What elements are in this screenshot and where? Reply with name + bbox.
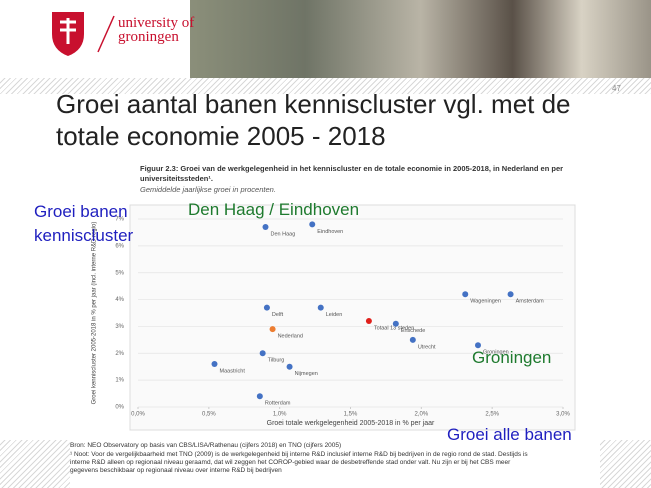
y-axis-label: Groei kenniscluster 2005-2018 in % per j… <box>92 222 98 405</box>
x-axis-label: Groei totale werkgelegenheid 2005-2018 i… <box>267 420 435 427</box>
point <box>269 326 276 333</box>
point <box>475 342 481 349</box>
point-label: Delft <box>272 312 284 318</box>
x-tick-label: 2,5% <box>485 412 499 418</box>
y-tick-label: 4% <box>115 297 124 303</box>
point-label: Leiden <box>326 312 343 318</box>
point <box>256 393 263 400</box>
point <box>286 363 293 370</box>
annotation: Groningen <box>472 348 552 367</box>
point <box>211 361 218 368</box>
logo-text: university of groningen <box>118 15 195 45</box>
figure-caption: Figuur 2.3: Groei van de werkgelegenheid… <box>140 164 564 183</box>
point-label: Den Haag <box>271 232 296 238</box>
point-label: Totaal 13 steden <box>374 326 414 332</box>
x-tick-label: 2,0% <box>414 412 428 418</box>
point <box>392 320 399 327</box>
y-tick-label: 2% <box>115 351 124 357</box>
x-tick-label: 1,0% <box>273 412 287 418</box>
x-tick-label: 0,0% <box>131 412 145 418</box>
point-label: Groningen <box>483 350 509 356</box>
figure-subcaption: Gemiddelde jaarlijkse groei in procenten… <box>140 185 276 194</box>
x-tick-label: 1,5% <box>344 412 358 418</box>
y-tick-label: 6% <box>115 243 124 249</box>
y-tick-label: 7% <box>115 217 124 223</box>
y-tick-label: 3% <box>115 324 124 330</box>
logo-shield <box>52 12 84 56</box>
slide-title: Groei aantal banen kenniscluster vgl. me… <box>56 89 571 151</box>
point <box>309 221 316 228</box>
y-tick-label: 1% <box>115 378 124 384</box>
point-label: Utrecht <box>418 344 436 350</box>
point-label: Nijmegen <box>295 371 318 377</box>
hatch-band <box>0 78 651 94</box>
logo-line: university of <box>118 15 195 31</box>
annotation: Den Haag / Eindhoven <box>188 200 360 219</box>
annotation: Groei banen kenniscluster <box>34 202 134 245</box>
page-number: 47 <box>612 84 621 93</box>
point-label: Nederland <box>278 334 303 340</box>
x-tick-label: 0,5% <box>202 412 216 418</box>
point-label: Enschede <box>401 328 425 334</box>
note: ¹ Noot: Voor de vergelijkbaarheid met TN… <box>70 451 528 474</box>
source: Bron: NEO Observatory op basis van CBS/L… <box>70 442 342 449</box>
point <box>409 336 416 343</box>
point-label: Wageningen <box>470 299 501 305</box>
point-label: Eindhoven <box>317 229 343 235</box>
plot-panel <box>129 204 576 431</box>
header-photo <box>190 0 651 78</box>
logo-slash <box>97 15 115 53</box>
point-label: Tilburg <box>268 358 285 364</box>
x-tick-label: 3,0% <box>556 412 570 418</box>
point <box>317 304 324 311</box>
point-label: Maastricht <box>220 368 246 374</box>
y-tick-label: 5% <box>115 270 124 276</box>
point-label: Amsterdam <box>516 299 545 305</box>
point <box>365 318 372 325</box>
point <box>462 291 469 298</box>
point <box>259 350 266 357</box>
annotation: Groei alle banen <box>447 425 572 444</box>
point <box>262 224 269 231</box>
logo-line: groningen <box>118 29 179 45</box>
point <box>263 304 270 311</box>
point <box>507 291 514 298</box>
hatch-corner <box>600 440 651 488</box>
y-tick-label: 0% <box>115 405 124 411</box>
point-label: Rotterdam <box>265 401 291 407</box>
hatch-corner <box>0 440 70 488</box>
